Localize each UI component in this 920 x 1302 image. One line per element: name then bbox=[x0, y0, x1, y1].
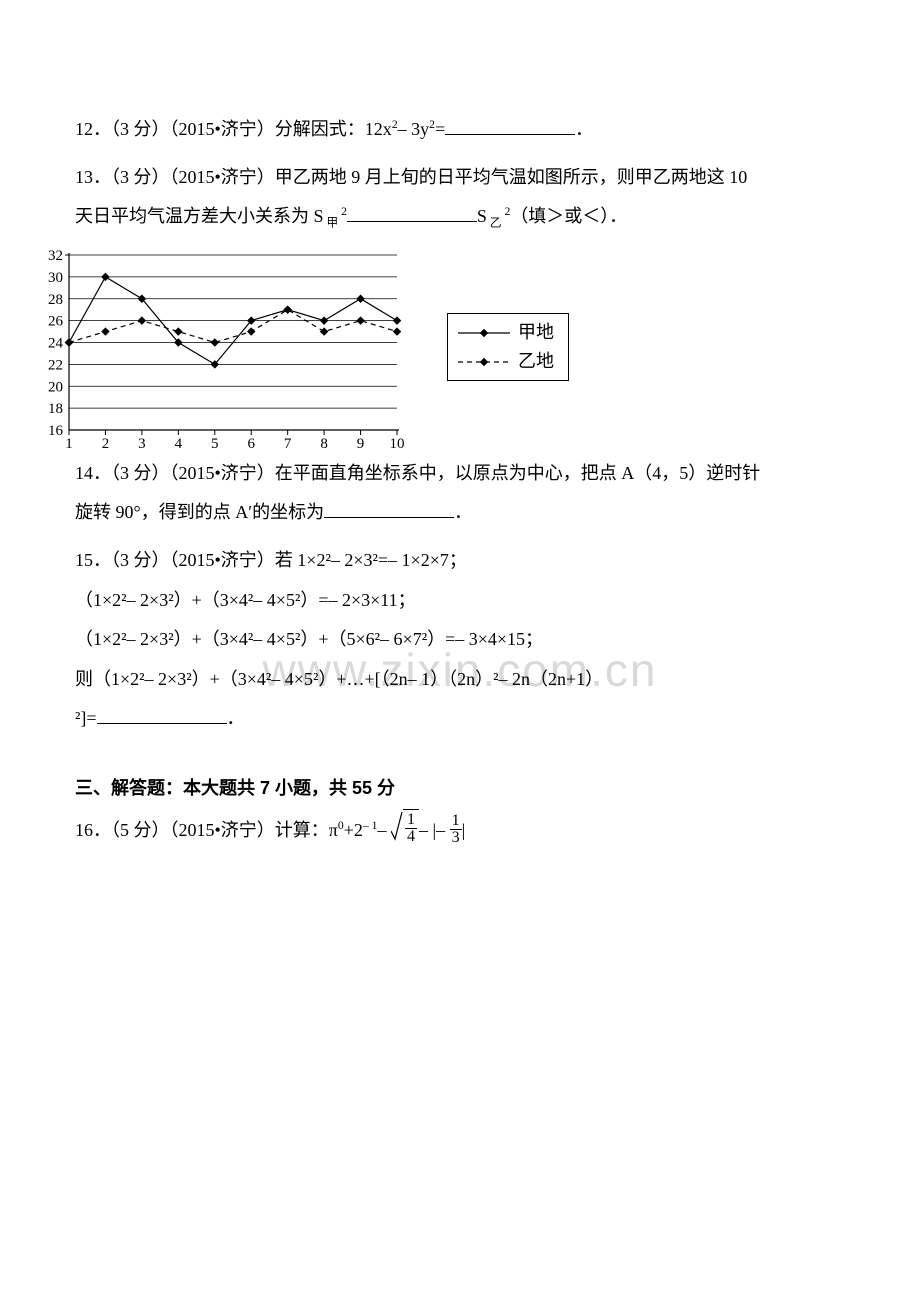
q15-line2: （1×2²– 2×3²）+（3×4²– 4×5²）=– 2×3×11； bbox=[75, 581, 845, 621]
svg-text:28: 28 bbox=[48, 292, 63, 308]
svg-text:10: 10 bbox=[390, 436, 405, 450]
svg-text:7: 7 bbox=[284, 436, 292, 450]
q13-tail: （填＞或＜）． bbox=[510, 206, 627, 226]
legend-line-solid-icon bbox=[458, 326, 510, 340]
q16-radicand: 14 bbox=[403, 809, 419, 850]
q16-supneg1: – 1 bbox=[363, 819, 378, 832]
svg-text:24: 24 bbox=[48, 335, 64, 351]
q12-blank bbox=[445, 116, 575, 135]
q14-l2a: 旋转 90°，得到的点 A′的坐标为 bbox=[75, 502, 324, 522]
question-13: 13．（3 分）（2015•济宁）甲乙两地 9 月上旬的日平均气温如图所示，则甲… bbox=[75, 158, 845, 237]
q13-l2a: 天日平均气温方差大小关系为 S bbox=[75, 206, 324, 226]
question-15: 15．（3 分）（2015•济宁）若 1×2²– 2×3²=– 1×2×7； （… bbox=[75, 541, 845, 739]
svg-text:2: 2 bbox=[102, 436, 110, 450]
q13-line2: 天日平均气温方差大小关系为 S 甲 2S 乙 2（填＞或＜）． bbox=[75, 197, 845, 237]
q15-l5a: ²]= bbox=[75, 708, 97, 728]
svg-text:4: 4 bbox=[175, 436, 183, 450]
question-16: 16．（5 分）（2015•济宁）计算：π0+2– 1– 14– |– 13| bbox=[75, 811, 845, 852]
svg-text:22: 22 bbox=[48, 357, 63, 373]
legend-line-dashed-icon bbox=[458, 355, 510, 369]
q16-frac1: 14 bbox=[405, 812, 417, 845]
chart-legend: 甲地 乙地 bbox=[447, 313, 569, 381]
q15-blank bbox=[97, 705, 227, 724]
q14-line2: 旋转 90°，得到的点 A′的坐标为 ． bbox=[75, 493, 845, 533]
q16-frac1-num: 1 bbox=[405, 812, 417, 829]
q15-line3: （1×2²– 2×3²）+（3×4²– 4×5²）+（5×6²– 6×7²）=–… bbox=[75, 629, 543, 649]
svg-text:6: 6 bbox=[247, 436, 255, 450]
q13-line1: 13．（3 分）（2015•济宁）甲乙两地 9 月上旬的日平均气温如图所示，则甲… bbox=[75, 158, 845, 198]
svg-text:3: 3 bbox=[138, 436, 146, 450]
question-12: 12．（3 分）（2015•济宁）分解因式：12x2– 3y2=． bbox=[75, 110, 845, 150]
svg-text:32: 32 bbox=[48, 248, 63, 264]
q12-text-c: = bbox=[435, 119, 445, 139]
q15-line1: 15．（3 分）（2015•济宁）若 1×2²– 2×3²=– 1×2×7； bbox=[75, 541, 845, 581]
svg-text:20: 20 bbox=[48, 379, 63, 395]
temperature-chart: 16 18 20 22 24 26 28 30 32 1 2 3 4 5 6 7 8 9 10 bbox=[27, 245, 407, 450]
svg-text:30: 30 bbox=[48, 270, 63, 286]
q12-text-a: 12．（3 分）（2015•济宁）分解因式：12x bbox=[75, 119, 392, 139]
q13-mid: S bbox=[477, 206, 487, 226]
q13-sub2: 乙 bbox=[487, 217, 505, 230]
q13-figure: 16 18 20 22 24 26 28 30 32 1 2 3 4 5 6 7 8 9 10 甲地 乙地 bbox=[27, 245, 845, 450]
q16-frac2-den: 3 bbox=[450, 830, 462, 846]
svg-text:26: 26 bbox=[48, 313, 64, 329]
q12-text-b: – 3y bbox=[398, 119, 430, 139]
q16-frac1-den: 4 bbox=[405, 829, 417, 845]
q13-sub1: 甲 bbox=[324, 217, 342, 230]
svg-text:8: 8 bbox=[320, 436, 328, 450]
q14-tail: ． bbox=[454, 502, 472, 522]
svg-text:16: 16 bbox=[48, 423, 64, 439]
legend-label-yi: 乙地 bbox=[518, 347, 554, 376]
svg-text:5: 5 bbox=[211, 436, 219, 450]
q16-frac2: 13 bbox=[450, 813, 462, 846]
q16-a: 16．（5 分）（2015•济宁）计算：π bbox=[75, 820, 338, 840]
q15-line4: 则（1×2²– 2×3²）+（3×4²– 4×5²）+…+[（2n– 1）（2n… bbox=[75, 660, 845, 700]
q16-sqrt: 14 bbox=[391, 809, 419, 850]
q16-frac2-num: 1 bbox=[450, 813, 462, 830]
svg-text:1: 1 bbox=[65, 436, 73, 450]
q16-d: – |– bbox=[419, 820, 450, 840]
q15-line5: ²]= ． bbox=[75, 699, 845, 739]
question-14: 14．（3 分）（2015•济宁）在平面直角坐标系中，以原点为中心，把点 A（4… bbox=[75, 454, 845, 533]
q16-c: – bbox=[378, 820, 392, 840]
q15-line3-wrap: www.zixin.com.cn （1×2²– 2×3²）+（3×4²– 4×5… bbox=[75, 620, 845, 660]
q12-tail: ． bbox=[575, 119, 593, 139]
legend-row-jia: 甲地 bbox=[458, 318, 554, 347]
section-3-title: 三、解答题：本大题共 7 小题，共 55 分 bbox=[75, 769, 845, 809]
radical-icon bbox=[391, 809, 403, 843]
q15-tail: ． bbox=[227, 708, 245, 728]
svg-text:18: 18 bbox=[48, 401, 63, 417]
q14-blank bbox=[324, 499, 454, 518]
legend-label-jia: 甲地 bbox=[518, 318, 554, 347]
q14-line1: 14．（3 分）（2015•济宁）在平面直角坐标系中，以原点为中心，把点 A（4… bbox=[75, 454, 845, 494]
legend-row-yi: 乙地 bbox=[458, 347, 554, 376]
q16-e: | bbox=[462, 820, 466, 840]
q16-b: +2 bbox=[344, 820, 363, 840]
q13-blank bbox=[347, 203, 477, 222]
svg-text:9: 9 bbox=[357, 436, 365, 450]
